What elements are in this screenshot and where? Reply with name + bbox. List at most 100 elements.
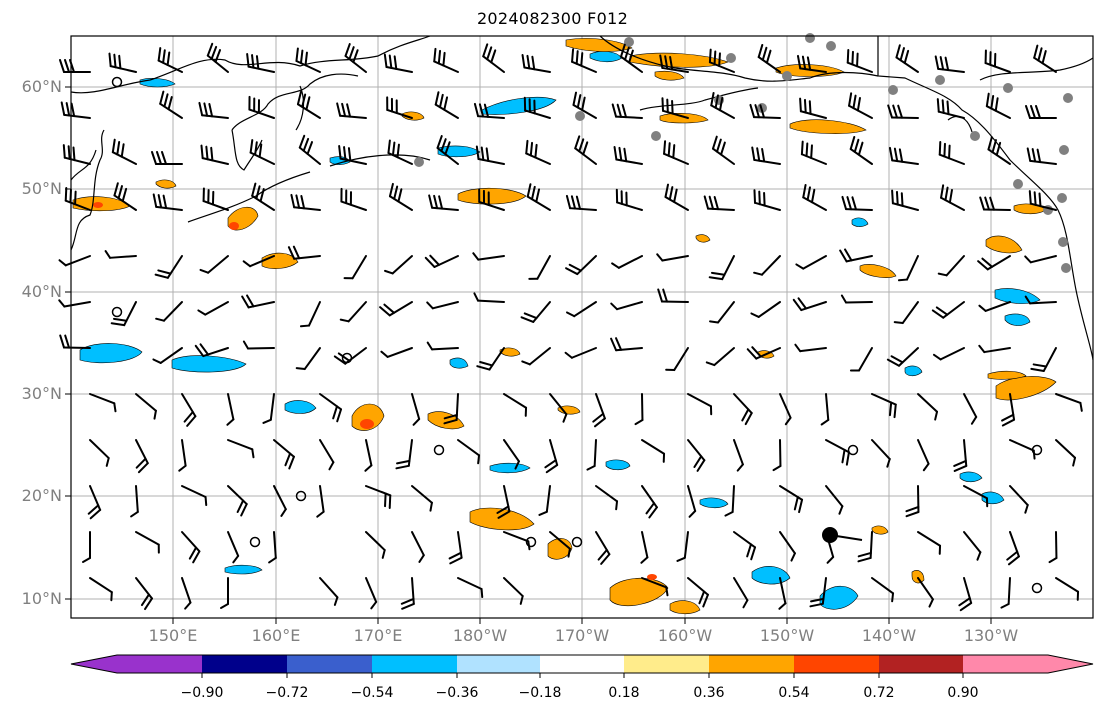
wind-barb	[871, 577, 895, 595]
wind-barb-flag	[159, 90, 165, 105]
wind-barb-flag	[750, 312, 760, 318]
wind-barb-flag	[664, 183, 670, 198]
wind-barb-flag	[578, 138, 585, 153]
wind-barb-flag	[576, 94, 582, 109]
wind-barb	[1029, 255, 1057, 264]
wind-barb	[528, 347, 551, 366]
wind-barb-flag	[347, 147, 352, 162]
wind-barb-flag	[714, 94, 719, 109]
wind-barb-flag	[161, 151, 167, 165]
wind-barb-flag	[241, 295, 250, 309]
wind-barb-flag	[790, 552, 796, 562]
wind-barb-flag	[184, 601, 192, 610]
wind-barb-flag	[978, 304, 987, 312]
wind-barb-flag	[713, 50, 717, 66]
wind-barb	[825, 393, 830, 421]
wind-barb-flag	[1032, 363, 1048, 368]
wind-barb-flag	[258, 143, 263, 158]
wind-barb-flag	[616, 103, 623, 118]
wind-barb-flag	[203, 102, 209, 117]
wind-barb-flag	[1024, 295, 1032, 305]
wind-barb-flag	[110, 322, 126, 327]
colorbar-segment	[624, 655, 709, 673]
wind-barb	[455, 393, 459, 421]
wind-barb-flag	[888, 401, 893, 417]
wind-barb	[549, 531, 571, 550]
wind-barb-flag	[387, 139, 391, 155]
wind-barb	[135, 531, 160, 546]
wind-barb-flag	[613, 145, 618, 161]
wind-barb	[351, 255, 367, 280]
wind-barb-flag	[801, 55, 807, 71]
wind-barb-flag	[708, 195, 715, 210]
wind-barb-flag	[1038, 192, 1042, 208]
wind-barb-flag	[891, 189, 894, 205]
wind-barb	[757, 301, 781, 318]
wind-barb	[477, 255, 505, 261]
wind-barb-flag	[268, 556, 277, 564]
lon-label-130w: 130°W	[963, 626, 1019, 645]
wind-barb	[687, 393, 712, 408]
wind-barb-flag	[483, 103, 490, 118]
wind-barb-flag	[167, 96, 173, 111]
wind-barb-flag	[381, 549, 386, 559]
positive-anomaly-areas	[72, 38, 1057, 615]
wind-barb-flag	[657, 288, 664, 303]
wind-barb-flag	[987, 136, 993, 151]
wind-barb-flag	[384, 269, 394, 275]
wind-barb-flag	[157, 47, 162, 62]
wind-barb-flag	[669, 56, 674, 71]
colorbar-segment	[794, 655, 879, 673]
wind-barb	[617, 255, 643, 269]
wind-barb-flag	[130, 510, 139, 518]
wind-barb-flag	[892, 104, 899, 119]
wind-barb-flag	[570, 195, 577, 210]
wind-barb-flag	[1036, 148, 1042, 164]
negative-anomaly-areas	[79, 51, 1041, 610]
wind-barb-flag	[805, 142, 809, 158]
wind-barb-flag	[977, 260, 989, 271]
wind-barb-flag	[523, 312, 538, 320]
lon-label-160w: 160°W	[657, 626, 713, 645]
wind-barb	[308, 301, 321, 327]
wind-barb-flag	[440, 138, 447, 153]
wind-barb	[939, 347, 965, 361]
wind-barb	[391, 255, 413, 275]
wind-barb-flag	[251, 448, 255, 459]
wind-barb-flag	[742, 599, 749, 609]
wind-barb-flag	[113, 53, 117, 69]
wind-barb-flag	[753, 189, 757, 204]
wind-barb-flag	[610, 337, 618, 352]
wind-barb-flag	[575, 195, 582, 210]
wind-barb-flag	[615, 500, 619, 511]
wind-barb-flag	[429, 501, 433, 512]
wind-barb-flag	[199, 343, 210, 356]
wind-barb-flag	[711, 135, 718, 150]
wind-barb-flag	[981, 257, 993, 268]
wind-barb-flag	[438, 93, 444, 109]
wind-barb-flag	[1032, 449, 1036, 460]
wind-barb-flag	[710, 91, 715, 107]
wind-barb-flag	[618, 146, 623, 162]
wind-barb-flag	[736, 463, 744, 472]
wind-barb	[687, 485, 697, 512]
wind-barb-flag	[852, 94, 857, 110]
wind-barb-flag	[521, 360, 531, 366]
wind-barb-flag	[472, 252, 480, 261]
wind-barb-flag	[529, 141, 534, 157]
wind-barb	[503, 439, 520, 463]
wind-barb-flag	[750, 546, 757, 561]
lon-label-150w: 150°W	[759, 626, 815, 645]
wind-barb-flag	[645, 502, 656, 515]
wind-barb-flag	[1033, 44, 1039, 59]
wind-barb-flag	[708, 276, 724, 281]
wind-barb-flag	[426, 301, 434, 310]
wind-barb-flag	[751, 346, 762, 358]
wind-barb-flag	[232, 554, 240, 564]
wind-barb-flag	[188, 546, 198, 560]
wind-barb	[181, 577, 192, 604]
wind-barb-flag	[995, 141, 1002, 157]
wind-barb-flag	[1030, 367, 1045, 372]
gridlines	[71, 36, 1093, 618]
wind-barb-flag	[344, 43, 351, 57]
